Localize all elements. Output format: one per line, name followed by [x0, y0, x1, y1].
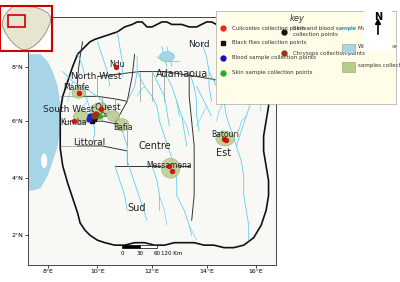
Text: 120 Km: 120 Km [161, 251, 182, 256]
Text: Messamena: Messamena [146, 161, 192, 170]
Text: Bafia: Bafia [114, 123, 133, 132]
Text: samples collection health district: samples collection health district [358, 63, 400, 68]
Polygon shape [28, 54, 60, 191]
Text: Kumba: Kumba [61, 118, 87, 127]
Bar [8, 15, 25, 27]
Bar [122, 245, 140, 248]
Text: Cs: Cs [100, 112, 108, 118]
Text: 60: 60 [154, 251, 160, 256]
Ellipse shape [107, 111, 120, 122]
Text: 30: 30 [136, 251, 143, 256]
Text: Blood sample collection points: Blood sample collection points [232, 55, 316, 60]
Bar [342, 44, 355, 53]
Text: N: N [374, 12, 382, 22]
Text: key: key [290, 14, 304, 23]
Ellipse shape [216, 131, 234, 146]
Ellipse shape [91, 103, 109, 117]
Text: Skin and blood sample
collection points: Skin and blood sample collection points [293, 26, 356, 37]
Text: Batouri: Batouri [211, 130, 239, 139]
Ellipse shape [161, 158, 180, 178]
Text: Black flies collection points: Black flies collection points [232, 40, 307, 45]
Bar [140, 245, 157, 248]
Polygon shape [3, 6, 51, 50]
Text: North West: North West [71, 72, 122, 81]
Text: Main Rivers: Main Rivers [358, 26, 390, 30]
Text: Culicoides collection points: Culicoides collection points [232, 26, 307, 30]
Ellipse shape [73, 111, 89, 124]
Text: Skin sample collection points: Skin sample collection points [232, 70, 312, 75]
Text: Nord: Nord [188, 40, 210, 49]
Text: 0: 0 [120, 251, 124, 256]
Bar [342, 63, 355, 72]
Ellipse shape [72, 87, 86, 98]
Text: Est: Est [216, 148, 232, 158]
Ellipse shape [116, 119, 129, 131]
Ellipse shape [160, 52, 174, 62]
Text: Sud: Sud [128, 203, 146, 213]
Text: Ouest: Ouest [94, 103, 121, 112]
Text: Littoral: Littoral [73, 138, 105, 147]
Text: Centre: Centre [138, 141, 171, 151]
Text: Mamfe: Mamfe [63, 83, 90, 92]
Text: Water surface: Water surface [358, 44, 397, 49]
Text: Chrysops collection points: Chrysops collection points [293, 51, 366, 56]
Text: Adamaoua: Adamaoua [156, 69, 208, 79]
Ellipse shape [41, 153, 47, 168]
Text: South West: South West [43, 105, 95, 114]
Polygon shape [60, 22, 268, 248]
Text: Ndu: Ndu [110, 60, 125, 69]
